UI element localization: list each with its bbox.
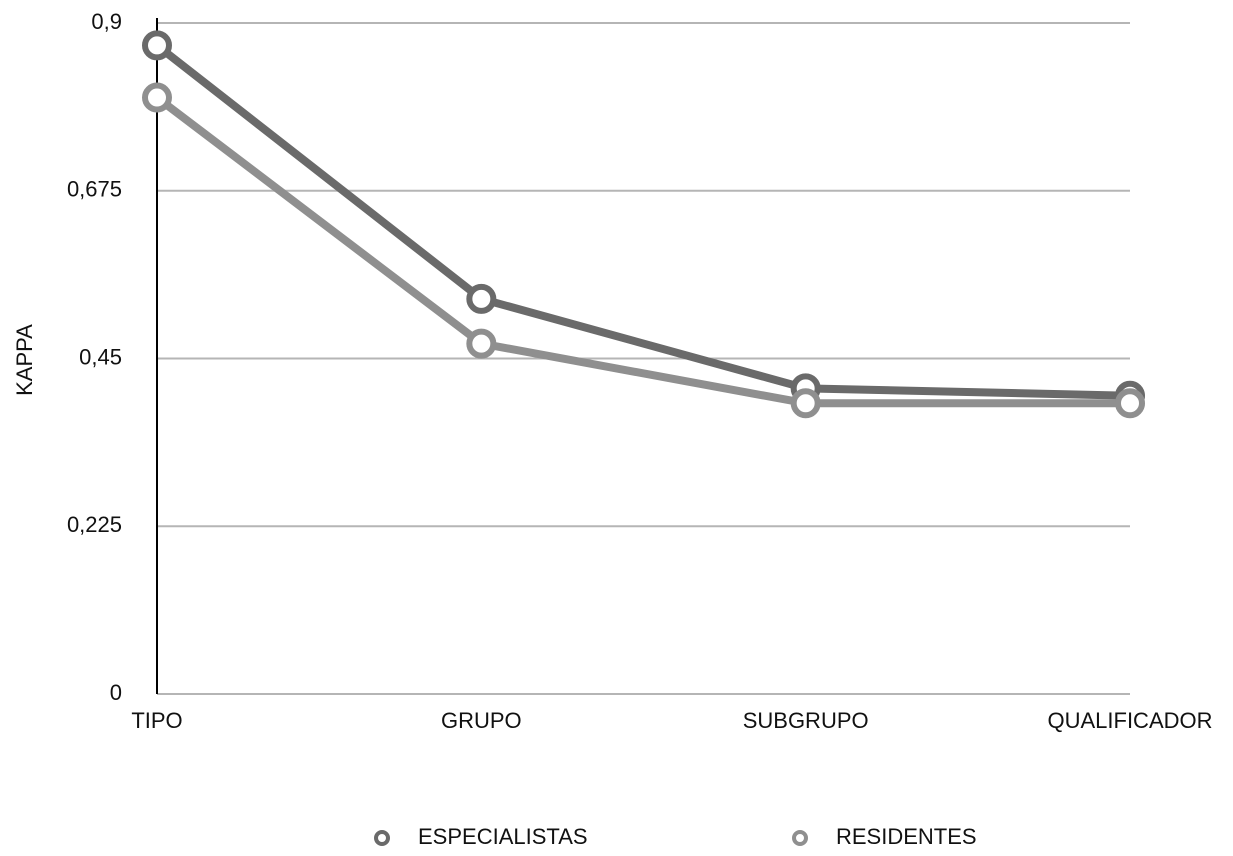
series-line (154, 94, 1130, 408)
legend-marker (792, 830, 808, 846)
x-tick-label: SUBGRUPO (743, 708, 869, 733)
y-tick-label: 0,45 (79, 344, 122, 369)
data-point (466, 283, 497, 314)
data-point (142, 30, 172, 61)
x-tick-label: GRUPO (441, 708, 522, 733)
legend-label: RESIDENTES (836, 824, 977, 849)
data-point (790, 388, 821, 419)
y-tick-label: 0,9 (91, 9, 122, 34)
legend-label: ESPECIALISTAS (418, 824, 588, 849)
legend-marker (374, 830, 390, 846)
x-tick-label: QUALIFICADOR (1047, 708, 1212, 733)
x-tick-label: TIPO (131, 708, 182, 733)
data-point (466, 328, 497, 359)
data-point (142, 82, 172, 113)
series-line (154, 42, 1131, 400)
y-axis-label: KAPPA (12, 324, 37, 396)
y-tick-label: 0,225 (67, 512, 122, 537)
y-tick-label: 0,675 (67, 177, 122, 202)
y-tick-label: 0 (110, 680, 122, 705)
data-point (1115, 388, 1145, 419)
